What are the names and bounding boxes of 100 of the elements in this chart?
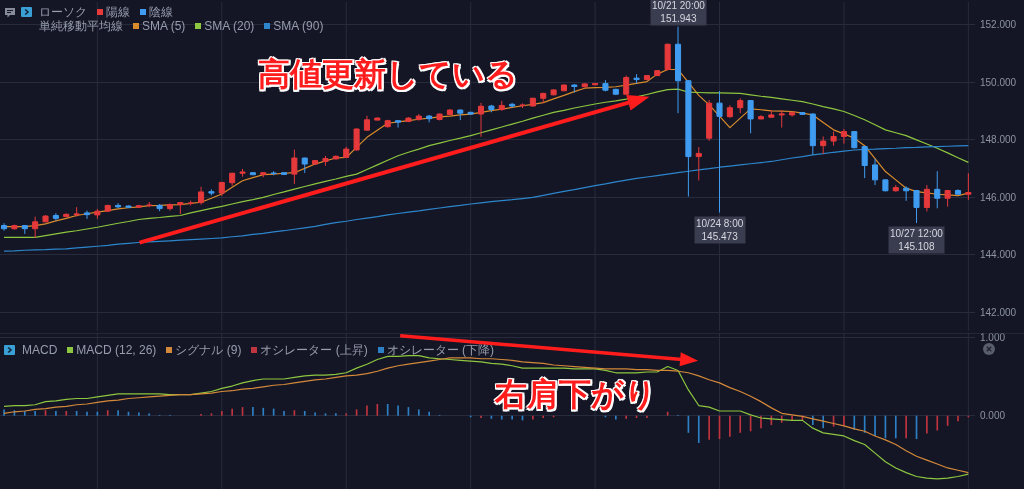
candlestick [965,172,972,201]
legend-label: MACD (12, 26) [76,343,157,357]
candlestick [384,119,391,129]
candlestick [229,172,236,187]
candlestick [747,99,754,134]
candlestick [426,114,433,123]
candlestick [571,83,578,94]
annotation: 10/27 12:00 145.108 [890,228,944,252]
candlestick [954,188,962,196]
candlestick [73,206,80,218]
candlestick [820,135,827,155]
candlestick [42,214,49,223]
candlestick [695,146,702,181]
legend-label: オシレーター (上昇) [260,343,368,357]
candlestick [239,168,246,178]
y-tick-label: 146.000 [980,191,1017,203]
candlestick [923,184,930,212]
candlestick [674,26,682,114]
candlestick [332,154,339,160]
candlestick [21,224,28,235]
candlestick [913,189,920,224]
y-tick-label: 1.000 [980,332,1006,344]
candlestick [467,111,474,116]
candlestick [799,111,806,116]
legend-label: 陽線 [106,5,130,19]
candlestick [643,74,650,81]
candlestick [32,216,39,239]
candlestick [363,115,370,132]
candlestick [602,79,609,92]
candlestick [809,112,816,156]
candlestick [270,170,277,176]
candlestick [104,204,111,213]
candlestick [187,200,194,206]
candlestick [156,203,163,212]
legend-label: SMA (90) [273,19,324,33]
candlestick [457,108,464,121]
candlestick [1,222,8,232]
legend-label: SMA (5) [142,19,186,33]
candlestick [540,92,547,104]
legend-label: シグナル (9) [175,343,242,357]
candlestick [260,171,267,178]
candlestick [892,184,899,193]
legend-label: オシレーター (下降) [386,343,495,357]
y-tick-label: 0.000 [980,410,1006,422]
candlestick [249,171,256,176]
annotation: 右肩下がり [494,376,657,412]
candlestick [436,112,443,121]
candlestick [778,109,785,129]
candlestick [529,97,536,108]
candlestick [903,185,910,202]
candlestick [581,82,588,88]
candlestick [872,158,879,186]
y-tick-label: 148.000 [980,134,1017,146]
candlestick [498,100,505,112]
candlestick [353,127,360,152]
legend-title: ローソク [39,5,87,19]
annotation: 10/21 20:00 151.943 [652,0,706,24]
candlestick [488,104,495,113]
candlestick [343,146,350,159]
candlestick [405,116,412,123]
candlestick [125,204,132,209]
candlestick [322,155,329,167]
candlestick [52,212,59,222]
candlestick [664,43,671,71]
legend-label: SMA (20) [204,19,255,33]
candlestick [654,69,661,77]
candlestick [768,109,775,119]
line-series [3,145,969,252]
annotation: 10/24 8:00 145.473 [696,218,744,242]
candlestick [312,159,319,166]
candlestick [374,116,381,121]
candlestick [861,145,868,179]
candlestick [882,178,889,192]
candlestick [395,119,402,129]
y-tick-label: 152.000 [980,19,1017,31]
candlestick [94,208,101,220]
annotation: 単純移動平均線 [39,19,123,33]
candlestick [840,128,847,145]
candlestick [685,79,692,198]
candlestick [415,113,422,122]
candlestick [509,102,516,108]
candlestick [280,171,288,176]
y-tick-label: 144.000 [980,249,1017,261]
candlestick [446,108,453,116]
candlestick [623,75,630,96]
candlestick [83,210,91,220]
candlestick [726,104,733,119]
candlestick [633,73,640,85]
candlestick [560,83,568,92]
y-tick-label: 142.000 [980,306,1017,318]
candlestick [291,149,298,185]
candlestick [208,188,215,196]
candlestick [737,97,744,114]
candlestick [944,189,951,208]
candlestick [934,170,941,209]
candlestick [830,131,837,147]
candlestick [301,157,308,174]
candlestick [851,130,858,150]
candlestick [706,99,713,142]
candlestick [477,102,485,138]
